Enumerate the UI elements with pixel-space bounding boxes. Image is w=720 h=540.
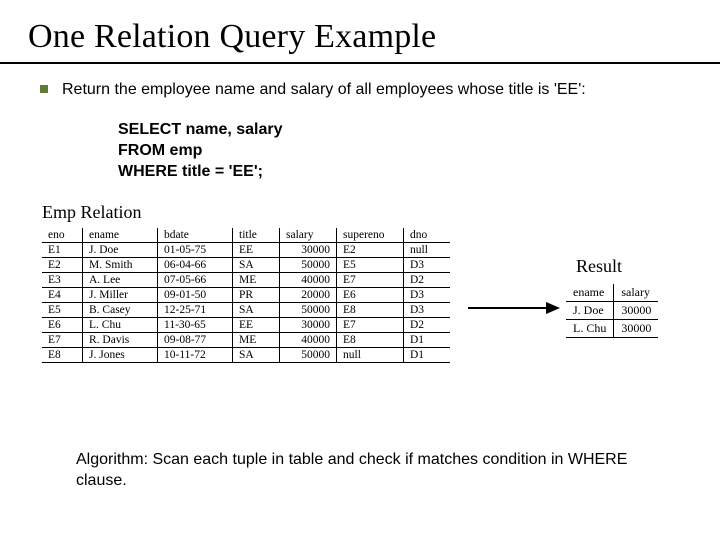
- table-cell: 12-25-71: [158, 303, 233, 318]
- table-cell: 09-08-77: [158, 333, 233, 348]
- table-cell: E6: [42, 318, 83, 333]
- sql-from: FROM emp: [118, 141, 692, 162]
- table-cell: E8: [337, 333, 404, 348]
- table-cell: D2: [404, 318, 451, 333]
- table-cell: E8: [337, 303, 404, 318]
- table-cell: D3: [404, 303, 451, 318]
- table-cell: D1: [404, 333, 451, 348]
- sql-select: SELECT name, salary: [118, 120, 692, 141]
- arrow-icon: [468, 298, 560, 318]
- tables-zone: Emp Relation enoenamebdatetitlesalarysup…: [28, 202, 692, 402]
- table-cell: E7: [337, 318, 404, 333]
- table-cell: E2: [337, 243, 404, 258]
- table-cell: E5: [42, 303, 83, 318]
- table-cell: 20000: [280, 288, 337, 303]
- table-cell: J. Doe: [83, 243, 158, 258]
- table-cell: J. Doe: [566, 302, 614, 320]
- column-header: salary: [614, 284, 659, 302]
- table-cell: 40000: [280, 333, 337, 348]
- table-cell: L. Chu: [83, 318, 158, 333]
- table-cell: 50000: [280, 258, 337, 273]
- table-header-row: enoenamebdatetitlesalarysuperenodno: [42, 228, 450, 243]
- table-cell: R. Davis: [83, 333, 158, 348]
- table-cell: E3: [42, 273, 83, 288]
- table-cell: M. Smith: [83, 258, 158, 273]
- table-cell: E7: [42, 333, 83, 348]
- result-table: enamesalary J. Doe30000L. Chu30000: [566, 284, 658, 338]
- table-cell: D2: [404, 273, 451, 288]
- table-cell: SA: [233, 303, 280, 318]
- table-row: E2M. Smith06-04-66SA50000E5D3: [42, 258, 450, 273]
- table-header-row: enamesalary: [566, 284, 658, 302]
- table-cell: 09-01-50: [158, 288, 233, 303]
- table-cell: L. Chu: [566, 320, 614, 338]
- bullet-text: Return the employee name and salary of a…: [62, 80, 586, 100]
- emp-table: enoenamebdatetitlesalarysuperenodno E1J.…: [42, 228, 450, 363]
- table-cell: 30000: [614, 320, 659, 338]
- column-header: bdate: [158, 228, 233, 243]
- table-row: E5B. Casey12-25-71SA50000E8D3: [42, 303, 450, 318]
- slide-body: Return the employee name and salary of a…: [28, 80, 692, 402]
- column-header: ename: [83, 228, 158, 243]
- column-header: salary: [280, 228, 337, 243]
- column-header: supereno: [337, 228, 404, 243]
- table-cell: SA: [233, 258, 280, 273]
- table-row: E6L. Chu11-30-65EE30000E7D2: [42, 318, 450, 333]
- table-cell: ME: [233, 273, 280, 288]
- table-cell: SA: [233, 348, 280, 363]
- table-cell: null: [404, 243, 451, 258]
- table-row: E8J. Jones10-11-72SA50000nullD1: [42, 348, 450, 363]
- table-row: E1J. Doe01-05-75EE30000E2null: [42, 243, 450, 258]
- table-cell: B. Casey: [83, 303, 158, 318]
- table-cell: EE: [233, 243, 280, 258]
- bullet-icon: [40, 85, 48, 93]
- table-cell: 01-05-75: [158, 243, 233, 258]
- table-cell: 07-05-66: [158, 273, 233, 288]
- table-cell: null: [337, 348, 404, 363]
- emp-caption: Emp Relation: [42, 202, 141, 223]
- table-row: J. Doe30000: [566, 302, 658, 320]
- column-header: title: [233, 228, 280, 243]
- result-caption: Result: [576, 256, 622, 277]
- table-row: E7R. Davis09-08-77ME40000E8D1: [42, 333, 450, 348]
- table-cell: D1: [404, 348, 451, 363]
- column-header: ename: [566, 284, 614, 302]
- table-cell: ME: [233, 333, 280, 348]
- table-cell: E7: [337, 273, 404, 288]
- table-cell: E4: [42, 288, 83, 303]
- table-cell: 30000: [614, 302, 659, 320]
- table-cell: J. Miller: [83, 288, 158, 303]
- table-cell: E5: [337, 258, 404, 273]
- table-cell: E2: [42, 258, 83, 273]
- slide-title: One Relation Query Example: [28, 18, 692, 56]
- column-header: dno: [404, 228, 451, 243]
- table-cell: J. Jones: [83, 348, 158, 363]
- table-cell: EE: [233, 318, 280, 333]
- table-cell: 30000: [280, 243, 337, 258]
- table-cell: 50000: [280, 348, 337, 363]
- column-header: eno: [42, 228, 83, 243]
- table-cell: 11-30-65: [158, 318, 233, 333]
- table-cell: 40000: [280, 273, 337, 288]
- table-cell: 06-04-66: [158, 258, 233, 273]
- sql-where: WHERE title = 'EE';: [118, 162, 692, 183]
- table-row: L. Chu30000: [566, 320, 658, 338]
- sql-query: SELECT name, salary FROM emp WHERE title…: [118, 120, 692, 182]
- table-cell: D3: [404, 288, 451, 303]
- table-cell: D3: [404, 258, 451, 273]
- bullet-item: Return the employee name and salary of a…: [40, 80, 692, 100]
- table-cell: 30000: [280, 318, 337, 333]
- table-cell: E6: [337, 288, 404, 303]
- table-row: E3A. Lee07-05-66ME40000E7D2: [42, 273, 450, 288]
- algorithm-text: Algorithm: Scan each tuple in table and …: [76, 450, 680, 492]
- slide: One Relation Query Example Return the em…: [0, 0, 720, 540]
- table-cell: E1: [42, 243, 83, 258]
- table-cell: PR: [233, 288, 280, 303]
- table-cell: E8: [42, 348, 83, 363]
- table-cell: 50000: [280, 303, 337, 318]
- table-cell: 10-11-72: [158, 348, 233, 363]
- table-row: E4J. Miller09-01-50PR20000E6D3: [42, 288, 450, 303]
- table-cell: A. Lee: [83, 273, 158, 288]
- title-underline: [0, 62, 720, 64]
